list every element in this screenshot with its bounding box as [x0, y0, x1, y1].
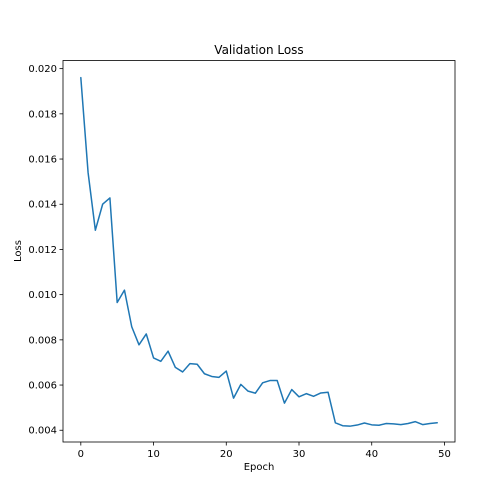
y-tick-label: 0.006: [28, 381, 57, 392]
y-tick-label: 0.008: [28, 335, 57, 346]
x-tick-label: 0: [78, 449, 84, 460]
x-tick-label: 20: [220, 449, 233, 460]
x-tick-label: 50: [438, 449, 451, 460]
x-tick-label: 30: [293, 449, 306, 460]
y-tick-label: 0.012: [28, 245, 57, 256]
y-tick-label: 0.014: [28, 200, 57, 211]
x-tick-label: 10: [147, 449, 160, 460]
y-tick-label: 0.018: [28, 109, 57, 120]
x-tick-label: 40: [365, 449, 378, 460]
y-tick-label: 0.016: [28, 155, 57, 166]
plot-frame: [62, 60, 456, 443]
plot-area: [63, 60, 455, 442]
series-group: [80, 76, 438, 427]
y-tick-label: 0.004: [28, 426, 57, 437]
chart-title: Validation Loss: [214, 43, 303, 57]
y-tick-label: 0.010: [28, 290, 57, 301]
ticks-group: 0 10 20 30 40 50 0.004 0.006 0.008 0.010 0.012 0.01…: [28, 64, 450, 460]
y-tick-label: 0.020: [28, 64, 57, 75]
y-axis-label: Loss: [13, 240, 24, 262]
x-axis-label: Epoch: [244, 462, 275, 473]
series-line: [80, 76, 438, 427]
